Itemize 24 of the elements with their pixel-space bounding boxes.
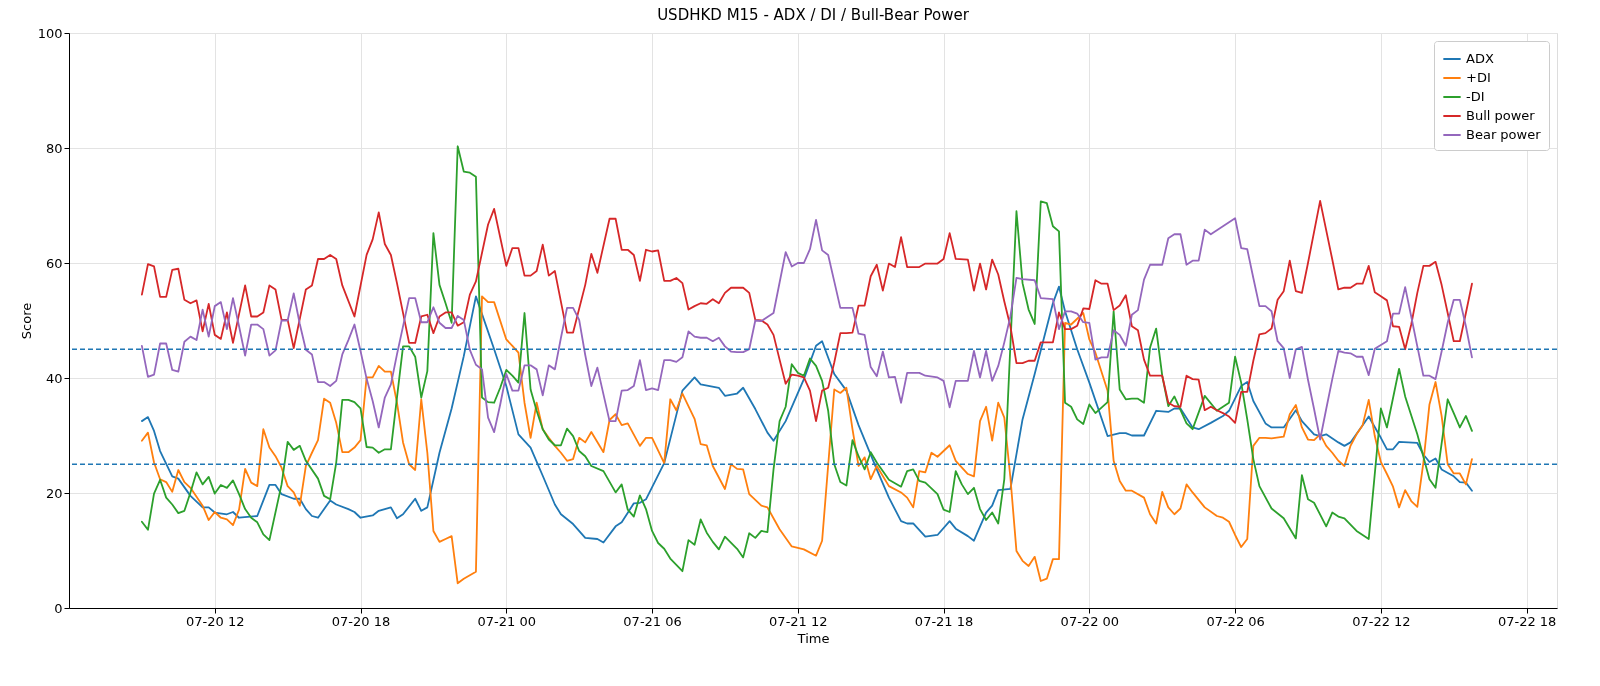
x-tick-label: 07-20 12	[186, 613, 245, 629]
y-tick-label: 40	[45, 370, 63, 386]
y-axis-title: Score	[18, 302, 34, 340]
legend-label: +DI	[1466, 70, 1491, 85]
legend-label: Bear power	[1466, 127, 1542, 142]
x-axis-title: Time	[796, 630, 830, 646]
x-tick-label: 07-22 00	[1060, 613, 1120, 629]
x-tick-label: 07-21 00	[477, 613, 537, 629]
y-tick-label: 0	[54, 600, 63, 616]
y-tick-label: 20	[45, 485, 63, 501]
x-tick-label: 07-21 18	[914, 613, 974, 629]
legend-label: -DI	[1466, 89, 1485, 104]
y-tick-label: 100	[37, 25, 63, 41]
x-tick-label: 07-21 06	[623, 613, 682, 629]
x-tick-label: 07-22 06	[1206, 613, 1265, 629]
legend-label: ADX	[1466, 51, 1494, 66]
y-tick-label: 80	[45, 140, 63, 156]
x-tick-label: 07-22 12	[1352, 613, 1411, 629]
chart-title: USDHKD M15 - ADX / DI / Bull-Bear Power	[657, 6, 970, 24]
y-tick-label: 60	[45, 255, 63, 271]
x-tick-label: 07-20 18	[331, 613, 391, 629]
x-tick-label: 07-22 18	[1497, 613, 1557, 629]
legend-label: Bull power	[1466, 108, 1536, 123]
x-tick-label: 07-21 12	[769, 613, 828, 629]
